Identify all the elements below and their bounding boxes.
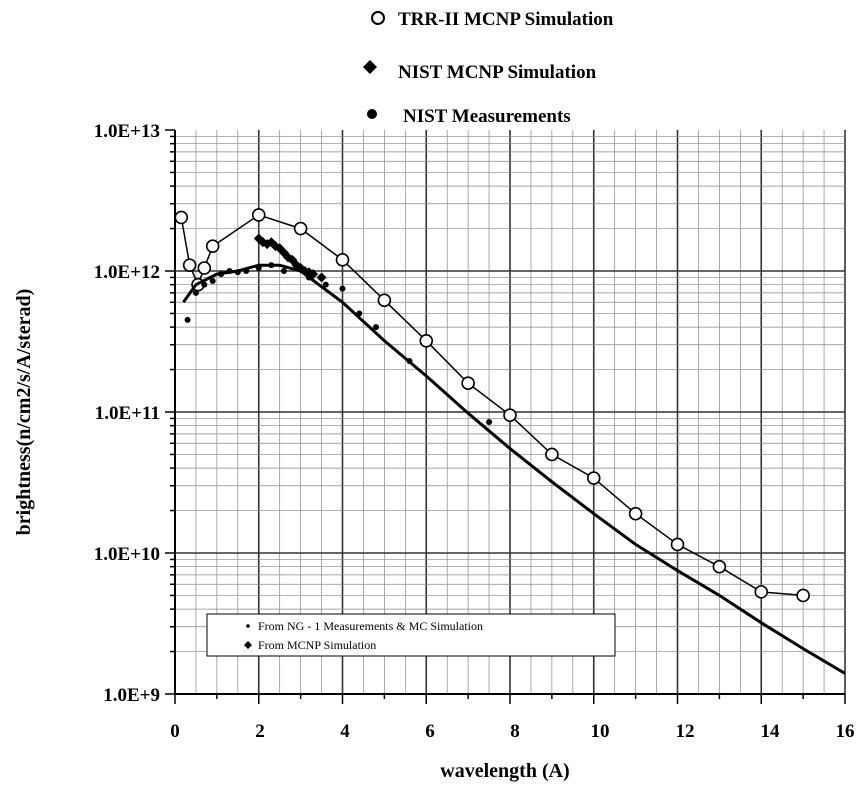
data-point-filled-circle: [339, 285, 346, 292]
data-point-open-circle: [419, 333, 434, 348]
data-point-diamond: [316, 272, 327, 283]
data-point-open-circle: [461, 376, 475, 391]
filled-circle-marker-icon: [367, 109, 377, 119]
x-tick-label: 2: [255, 721, 265, 742]
y-axis-title: brightness(n/cm2/s/A/sterad): [13, 289, 35, 536]
data-point-filled-circle: [184, 316, 191, 323]
small-dot-marker-icon: [246, 624, 250, 628]
legend-label: NIST MCNP Simulation: [398, 62, 597, 83]
x-tick-label: 10: [591, 721, 610, 742]
series-group: [184, 262, 493, 425]
open-circle-marker-icon: [371, 11, 385, 25]
data-point-open-circle: [754, 585, 769, 599]
y-tick-label: 1.0E+12: [94, 262, 160, 283]
y-tick-label: 1.0E+11: [95, 403, 160, 424]
series-group: [174, 208, 810, 603]
inner-legend-box: [206, 613, 616, 657]
x-tick-label: 6: [425, 721, 435, 742]
x-tick-label: 0: [170, 721, 180, 742]
data-point-open-circle: [377, 293, 392, 308]
series-line: [180, 214, 804, 597]
series-line: [182, 263, 846, 675]
data-point-filled-circle: [192, 289, 199, 296]
tick-layer: [165, 129, 846, 704]
diamond-marker-icon: [244, 641, 252, 649]
series-group: [182, 263, 846, 675]
x-tick-label: 8: [510, 721, 520, 742]
series-layer: [174, 208, 846, 675]
data-point-open-circle: [545, 447, 559, 462]
inner-legend: From NG - 1 Measurements & MC Simulation…: [206, 613, 616, 657]
data-point-open-circle: [205, 239, 220, 253]
data-point-open-circle: [586, 471, 601, 485]
data-point-open-circle: [670, 537, 685, 552]
data-point-open-circle: [628, 506, 643, 521]
data-point-open-circle: [174, 210, 189, 225]
data-point-filled-circle: [209, 277, 216, 284]
inner-legend-label: From MCNP Simulation: [258, 638, 376, 652]
data-point-open-circle: [251, 208, 266, 222]
legend: TRR-II MCNP Simulation NIST MCNP Simulat…: [363, 9, 614, 127]
y-tick-label: 1.0E+9: [103, 685, 160, 706]
inner-legend-label: From NG - 1 Measurements & MC Simulation: [258, 619, 483, 633]
y-tick-label: 1.0E+10: [94, 544, 160, 565]
series-group: [253, 233, 327, 283]
data-point-open-circle: [796, 588, 810, 603]
data-point-open-circle: [335, 253, 350, 267]
x-tick-label: 4: [340, 721, 350, 742]
legend-label: NIST Measurements: [403, 106, 571, 127]
data-point-filled-circle: [486, 418, 493, 425]
x-axis-title: wavelength (A): [440, 760, 569, 782]
data-point-filled-circle: [322, 281, 329, 288]
data-point-filled-circle: [373, 324, 379, 331]
data-point-filled-circle: [280, 268, 287, 274]
data-point-open-circle: [712, 559, 727, 574]
legend-label: TRR-II MCNP Simulation: [398, 9, 614, 30]
diamond-marker-icon: [363, 60, 377, 74]
x-tick-label: 12: [676, 721, 695, 742]
x-tick-label: 14: [761, 721, 781, 742]
y-tick-label: 1.0E+13: [94, 121, 160, 142]
data-point-open-circle: [182, 258, 197, 272]
x-tick-label: 16: [836, 721, 855, 742]
data-point-open-circle: [503, 408, 517, 422]
data-point-filled-circle: [201, 281, 208, 288]
data-point-open-circle: [293, 221, 308, 236]
data-point-open-circle: [197, 261, 212, 275]
